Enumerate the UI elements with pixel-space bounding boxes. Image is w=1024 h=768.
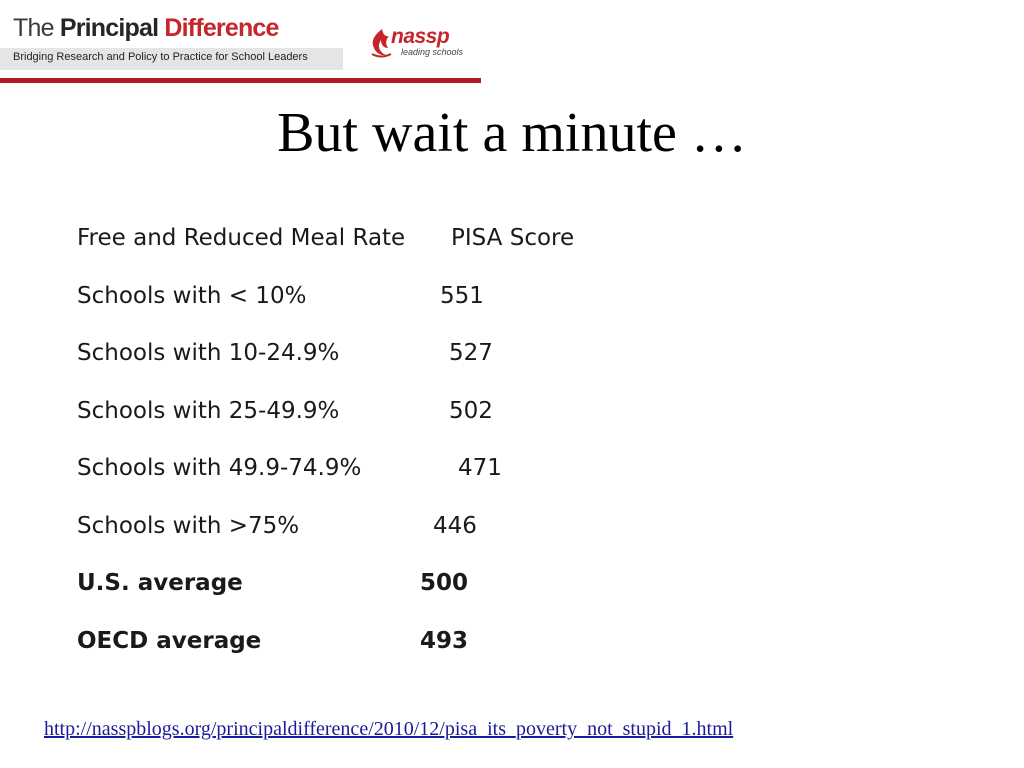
table-row: Schools with 10-24.9% 527 <box>77 335 777 393</box>
row-label: U.S. average <box>77 570 243 596</box>
row-label: Schools with 10-24.9% <box>77 340 340 366</box>
row-score: 471 <box>458 455 502 481</box>
table-row: Schools with 25-49.9% 502 <box>77 393 777 451</box>
slide-title: But wait a minute … <box>277 102 747 164</box>
banner-title-principal: Principal <box>59 14 165 42</box>
nassp-logo-tagline: leading schools <box>401 47 464 57</box>
row-score: 527 <box>449 340 493 366</box>
banner-title-the: The <box>13 14 60 42</box>
nassp-logo-word: nassp <box>391 25 450 48</box>
row-score: 551 <box>440 282 484 309</box>
pisa-score-table: Free and Reduced Meal Rate PISA Score Sc… <box>77 220 777 680</box>
nassp-logo: nassp leading schools <box>369 26 474 62</box>
row-label: Schools with 25-49.9% <box>77 397 340 424</box>
banner-title: The Principal Difference <box>13 16 279 41</box>
table-header-meal-rate: Free and Reduced Meal Rate <box>77 225 406 251</box>
table-header-pisa-score: PISA Score <box>451 225 575 251</box>
table-header-row: Free and Reduced Meal Rate PISA Score <box>77 220 777 278</box>
row-score: 502 <box>449 397 493 424</box>
source-link[interactable]: http://nasspblogs.org/principaldifferenc… <box>44 718 734 740</box>
banner-tagline: Bridging Research and Policy to Practice… <box>13 51 308 63</box>
banner-title-difference: Difference <box>164 14 279 42</box>
row-label: Schools with >75% <box>77 512 300 539</box>
row-label: Schools with 49.9-74.9% <box>77 455 362 481</box>
banner-tagline-strip: Bridging Research and Policy to Practice… <box>0 48 343 70</box>
table-row-us-average: U.S. average 500 <box>77 565 777 623</box>
header-banner: The Principal Difference Bridging Resear… <box>0 0 481 83</box>
table-row: Schools with 49.9-74.9% 471 <box>77 450 777 508</box>
table-row: Schools with < 10% 551 <box>77 278 777 336</box>
row-label: Schools with < 10% <box>77 282 307 309</box>
row-label: OECD average <box>77 627 262 654</box>
table-row-oecd-average: OECD average 493 <box>77 623 777 681</box>
row-score: 446 <box>433 512 477 539</box>
row-score: 500 <box>420 570 469 596</box>
table-row: Schools with >75% 446 <box>77 508 777 566</box>
nassp-flame-icon <box>371 29 392 58</box>
row-score: 493 <box>420 627 469 654</box>
